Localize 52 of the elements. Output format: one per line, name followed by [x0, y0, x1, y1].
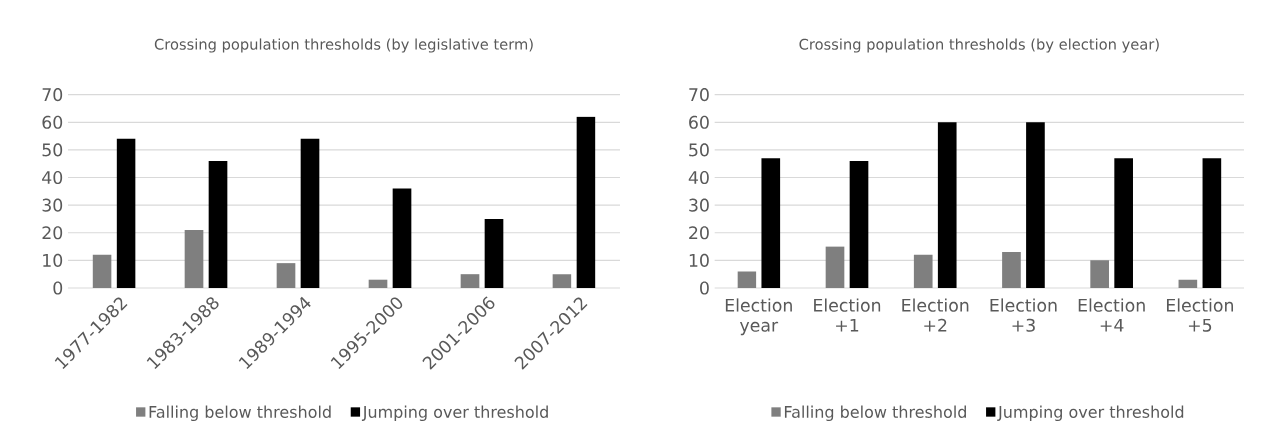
- bar: [1178, 279, 1198, 288]
- x-tick-label: Election +1: [814, 298, 881, 332]
- y-tick-label: 40: [42, 170, 63, 185]
- y-tick-label: 30: [689, 198, 709, 212]
- y-tick-label: 0: [53, 281, 63, 295]
- bar: [116, 138, 136, 288]
- bar: [208, 160, 228, 288]
- bar: [368, 279, 388, 288]
- bar: [1114, 158, 1133, 288]
- bar: [849, 160, 869, 288]
- y-tick-label: 10: [43, 253, 63, 267]
- bar: [1026, 122, 1045, 288]
- bar: [937, 122, 957, 288]
- y-tick-label: 20: [689, 226, 709, 240]
- chart-title: Crossing population thresholds (by election year): [799, 38, 1159, 53]
- bar: [484, 218, 504, 288]
- legend-label: Jumping over threshold: [361, 405, 548, 422]
- y-tick-label: 50: [42, 143, 63, 157]
- bar: [92, 254, 112, 288]
- bar: [392, 188, 412, 288]
- y-tick-label: 70: [42, 88, 63, 102]
- bar: [552, 274, 572, 288]
- y-tick-label: 70: [689, 88, 709, 102]
- bar: [184, 229, 204, 288]
- x-tick-label: Election +4: [1078, 298, 1145, 332]
- bar: [761, 158, 781, 288]
- bar: [825, 246, 845, 288]
- bar: [1002, 252, 1021, 288]
- bar: [1090, 260, 1109, 288]
- legend-label: Falling below threshold: [784, 405, 966, 422]
- y-tick-label: 30: [42, 198, 63, 212]
- y-tick-label: 0: [700, 281, 709, 295]
- bar: [913, 254, 933, 288]
- bar: [1202, 158, 1222, 288]
- bar: [276, 263, 296, 288]
- y-tick-label: 10: [689, 253, 709, 267]
- legend-label: Jumping over threshold: [997, 405, 1184, 422]
- bar: [300, 138, 320, 288]
- x-tick-label: Election year: [725, 298, 792, 336]
- legend-label: Falling below threshold: [149, 405, 331, 422]
- bar: [460, 274, 480, 288]
- y-tick-label: 20: [42, 226, 63, 240]
- y-tick-label: 60: [42, 115, 63, 129]
- bar: [576, 116, 596, 288]
- y-tick-label: 60: [689, 115, 709, 129]
- x-tick-label: Election +5: [1166, 298, 1233, 332]
- y-tick-label: 50: [689, 143, 709, 157]
- bar: [737, 271, 757, 288]
- chart-title: Crossing population thresholds (by legislative term): [154, 38, 533, 53]
- x-tick-label: Election +2: [902, 298, 969, 332]
- x-tick-label: Election +3: [990, 298, 1057, 332]
- y-tick-label: 40: [688, 170, 709, 185]
